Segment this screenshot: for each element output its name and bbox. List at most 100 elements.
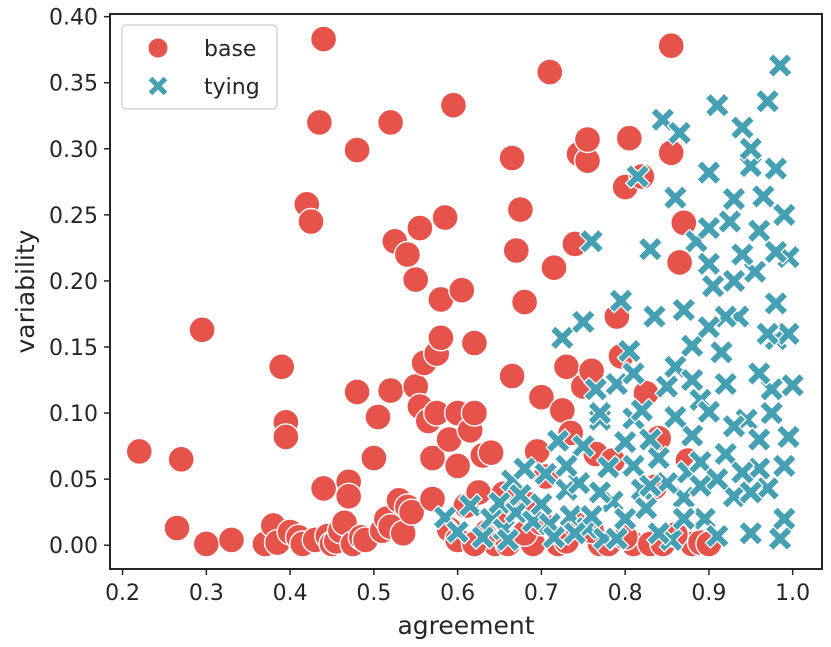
point-base: [502, 236, 530, 265]
point-base: [393, 240, 422, 269]
x-tick-label: 0.9: [691, 581, 726, 606]
y-tick-label: 0.40: [49, 6, 98, 31]
point-tying: [528, 491, 555, 517]
point-base: [397, 498, 426, 526]
point-tying: [708, 339, 735, 365]
point-tying: [763, 155, 789, 182]
y-tick-label: 0.25: [49, 204, 98, 229]
point-base: [343, 136, 371, 164]
point-base: [665, 248, 694, 277]
point-base: [309, 474, 338, 503]
point-base: [217, 526, 246, 554]
legend-marker-base: [147, 37, 169, 59]
legend-marker-tying: [147, 75, 169, 97]
point-base: [376, 108, 405, 137]
x-axis-title: agreement: [397, 611, 534, 640]
point-base: [360, 444, 388, 472]
point-tying: [604, 525, 630, 552]
point-tying: [721, 268, 747, 294]
point-tying: [470, 524, 496, 550]
y-tick-label: 0.10: [49, 402, 98, 427]
point-tying: [637, 426, 663, 453]
y-axis-ticks: 0.00 0.05 0.10 0.15 0.20 0.25 0.30 0.35 0.40: [49, 6, 110, 559]
point-base: [272, 423, 300, 451]
point-tying: [696, 399, 722, 425]
legend-label-base: base: [204, 37, 256, 62]
point-base: [460, 329, 489, 357]
point-tying: [637, 236, 663, 262]
point-tying: [595, 454, 622, 480]
point-tying: [641, 303, 668, 330]
point-tying: [687, 473, 714, 499]
point-tying: [549, 325, 575, 351]
point-tying: [721, 186, 747, 212]
x-tick-label: 0.6: [440, 581, 475, 606]
point-tying: [771, 202, 797, 228]
series-tying: [432, 52, 806, 553]
point-base: [167, 445, 195, 473]
point-tying: [616, 338, 642, 364]
point-tying: [654, 373, 680, 400]
point-tying: [729, 241, 756, 268]
x-axis-ticks: 0.2 0.3 0.4 0.5 0.6 0.7 0.8 0.9 1.0: [105, 569, 810, 606]
point-tying: [729, 114, 756, 141]
point-tying: [583, 376, 609, 402]
point-tying: [553, 453, 580, 479]
x-tick-label: 0.7: [524, 581, 559, 606]
point-tying: [780, 372, 806, 398]
point-base: [305, 108, 334, 137]
legend: base tying: [121, 24, 278, 110]
point-tying: [679, 333, 705, 359]
point-base: [163, 514, 191, 542]
point-tying: [763, 239, 789, 265]
point-base: [335, 482, 363, 510]
point-tying: [671, 506, 697, 532]
point-tying: [700, 273, 726, 299]
point-tying: [771, 453, 797, 479]
point-tying: [696, 251, 722, 277]
point-tying: [570, 433, 596, 459]
point-tying: [738, 479, 764, 506]
point-base: [527, 383, 556, 411]
point-tying: [646, 520, 672, 546]
point-base: [406, 214, 434, 242]
point-base: [439, 91, 468, 119]
x-tick-label: 1.0: [775, 581, 810, 606]
point-base: [443, 452, 472, 480]
point-base: [510, 288, 539, 316]
point-tying: [507, 482, 534, 508]
point-base: [376, 376, 405, 405]
point-tying: [704, 92, 730, 118]
point-tying: [612, 506, 638, 532]
point-tying: [775, 424, 802, 450]
point-tying: [713, 371, 739, 397]
point-tying: [625, 163, 651, 190]
point-base: [477, 439, 505, 467]
point-tying: [511, 455, 538, 482]
point-tying: [662, 404, 689, 430]
point-base: [402, 265, 430, 294]
point-base: [297, 207, 325, 236]
point-base: [536, 58, 564, 86]
x-tick-label: 0.4: [273, 581, 308, 606]
point-base: [427, 324, 455, 352]
x-tick-label: 0.8: [608, 581, 643, 606]
point-tying: [671, 297, 697, 323]
point-tying: [578, 228, 605, 254]
point-base: [498, 362, 526, 390]
y-tick-label: 0.35: [49, 72, 98, 97]
point-tying: [587, 400, 613, 426]
point-tying: [612, 429, 638, 455]
point-tying: [754, 321, 781, 347]
point-tying: [646, 445, 672, 471]
y-tick-label: 0.30: [49, 138, 98, 163]
y-tick-label: 0.00: [49, 534, 98, 559]
point-tying: [495, 527, 521, 553]
point-base: [615, 124, 643, 152]
point-tying: [696, 314, 722, 340]
y-tick-label: 0.15: [49, 336, 98, 361]
axes-frame: [109, 13, 823, 570]
point-tying: [662, 185, 689, 211]
point-tying: [666, 120, 693, 146]
point-tying: [746, 360, 772, 387]
